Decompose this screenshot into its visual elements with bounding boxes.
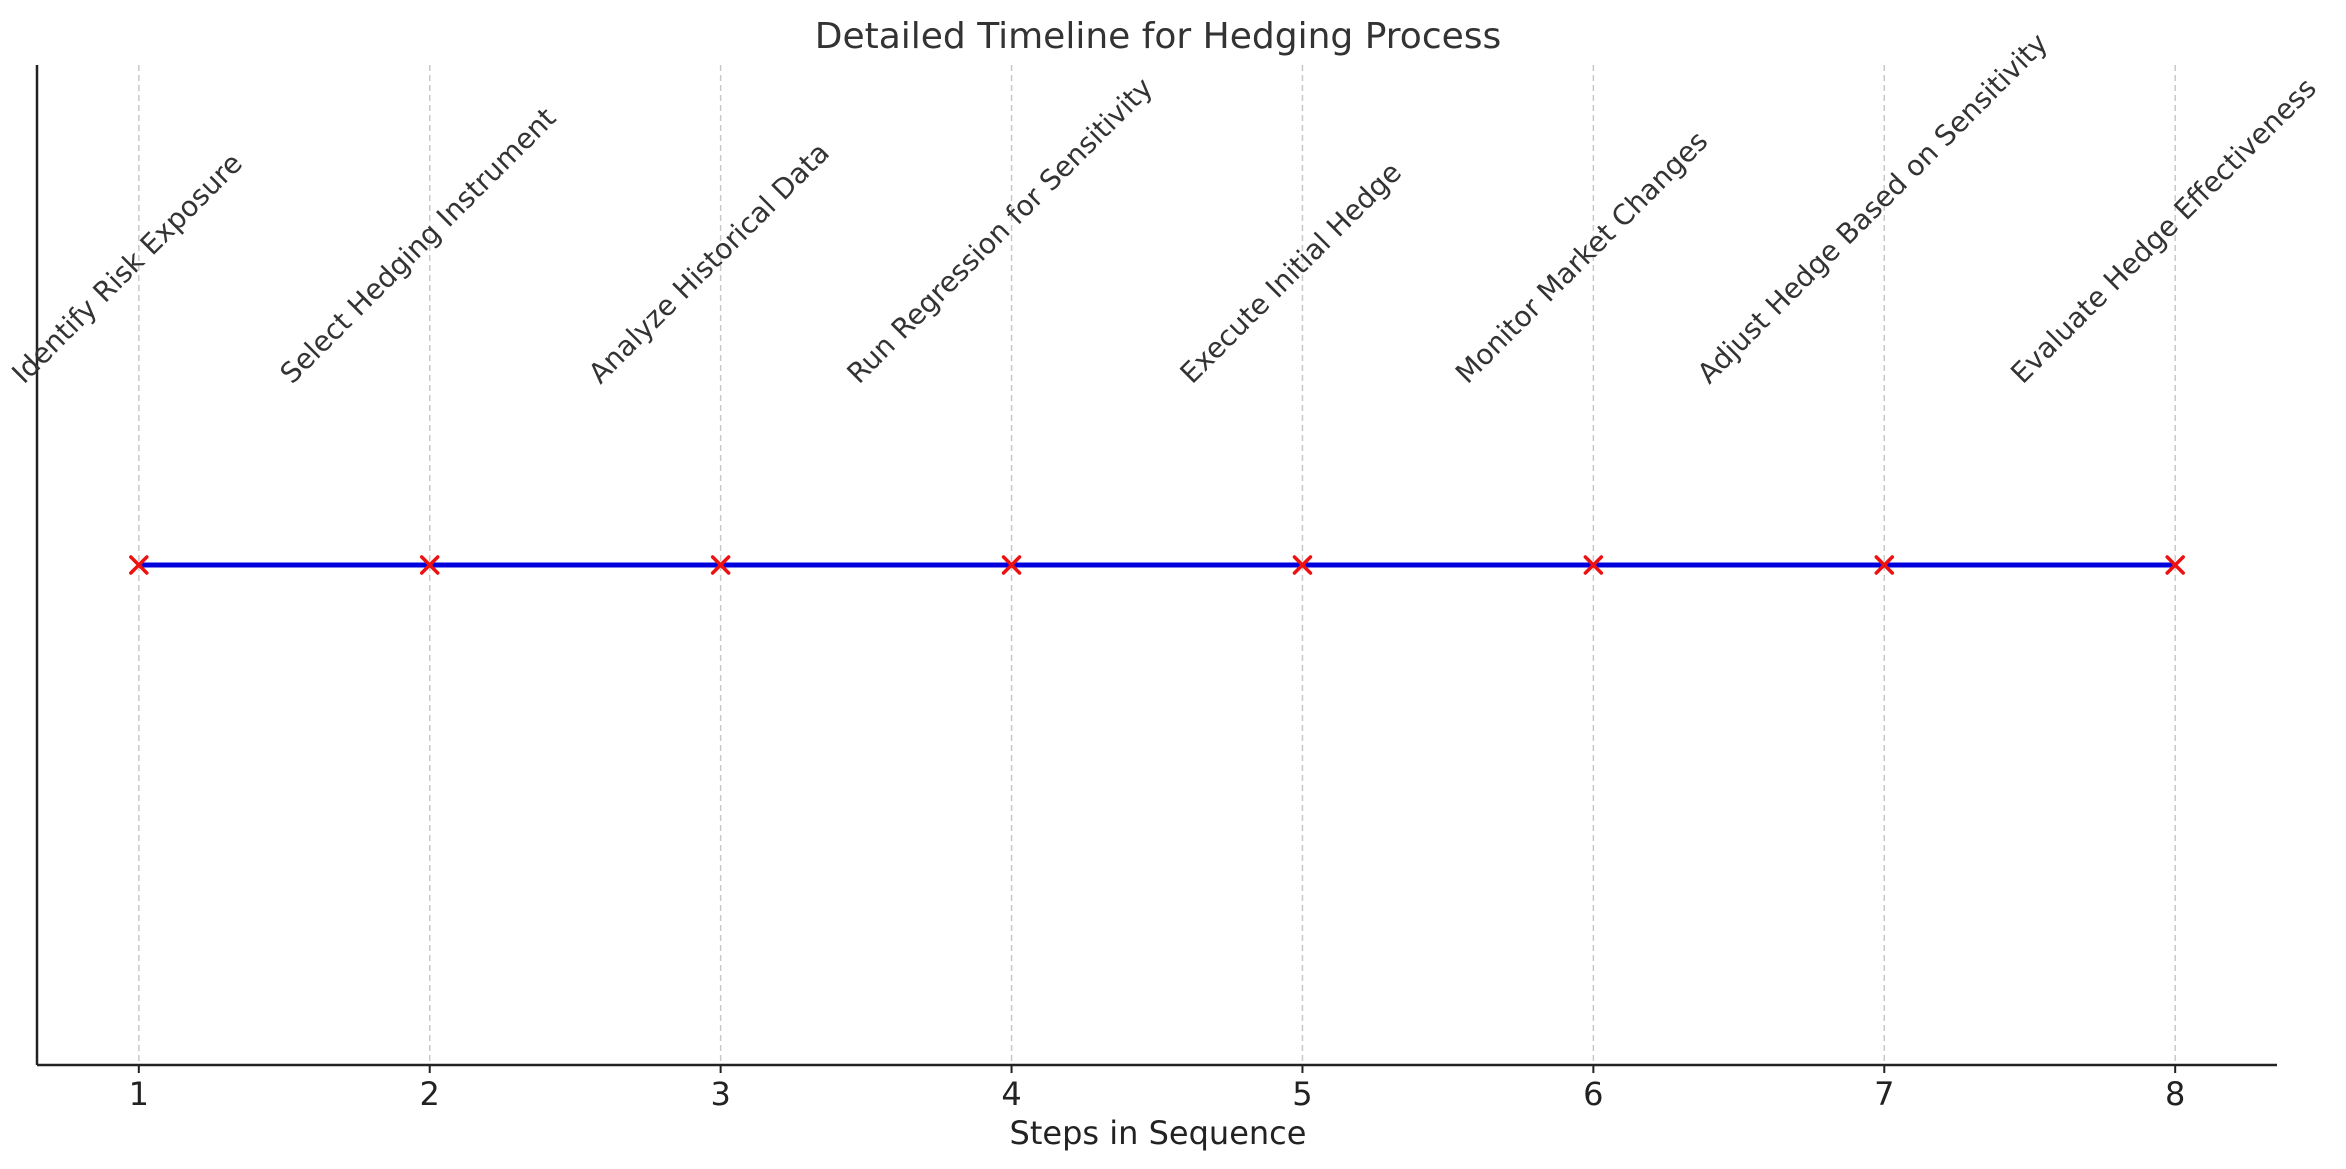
step-label-8: Evaluate Hedge Effectiveness (2004, 71, 2323, 390)
step-label-4: Run Regression for Sensitivity (840, 71, 1159, 390)
x-tick-label-4: 4 (1001, 1075, 1021, 1113)
chart-title: Detailed Timeline for Hedging Process (815, 16, 1502, 57)
marker-step-4 (1001, 555, 1022, 575)
step-labels: Identify Risk Exposure Select Hedging Ins… (5, 27, 2322, 390)
step-label-3: Analyze Historical Data (582, 136, 836, 390)
x-tick-label-3: 3 (710, 1075, 730, 1113)
markers (129, 555, 2185, 575)
step-label-5: Execute Initial Hedge (1174, 156, 1408, 390)
step-label-6: Monitor Market Changes (1449, 125, 1714, 390)
step-label-2: Select Hedging Instrument (274, 101, 563, 390)
marker-step-1 (129, 555, 149, 575)
step-label-7: Adjust Hedge Based on Sensitivity (1691, 27, 2054, 390)
x-tick-label-7: 7 (1874, 1075, 1894, 1113)
marker-step-8 (2165, 555, 2185, 575)
marker-step-5 (1292, 555, 1313, 575)
step-label-1: Identify Risk Exposure (5, 147, 248, 390)
x-tick-label-8: 8 (2165, 1075, 2185, 1113)
axes (35, 65, 2277, 1067)
x-axis-title: Steps in Sequence (1010, 1114, 1307, 1152)
marker-step-7 (1874, 555, 1895, 575)
marker-step-6 (1583, 555, 1604, 575)
marker-step-2 (419, 555, 440, 575)
x-tick-label-1: 1 (129, 1075, 149, 1113)
x-tick-label-2: 2 (420, 1075, 440, 1113)
x-tick-label-5: 5 (1292, 1075, 1312, 1113)
marker-step-3 (710, 555, 731, 575)
x-ticks: 1 2 3 4 5 6 7 8 (129, 1065, 2185, 1113)
x-tick-label-6: 6 (1583, 1075, 1603, 1113)
